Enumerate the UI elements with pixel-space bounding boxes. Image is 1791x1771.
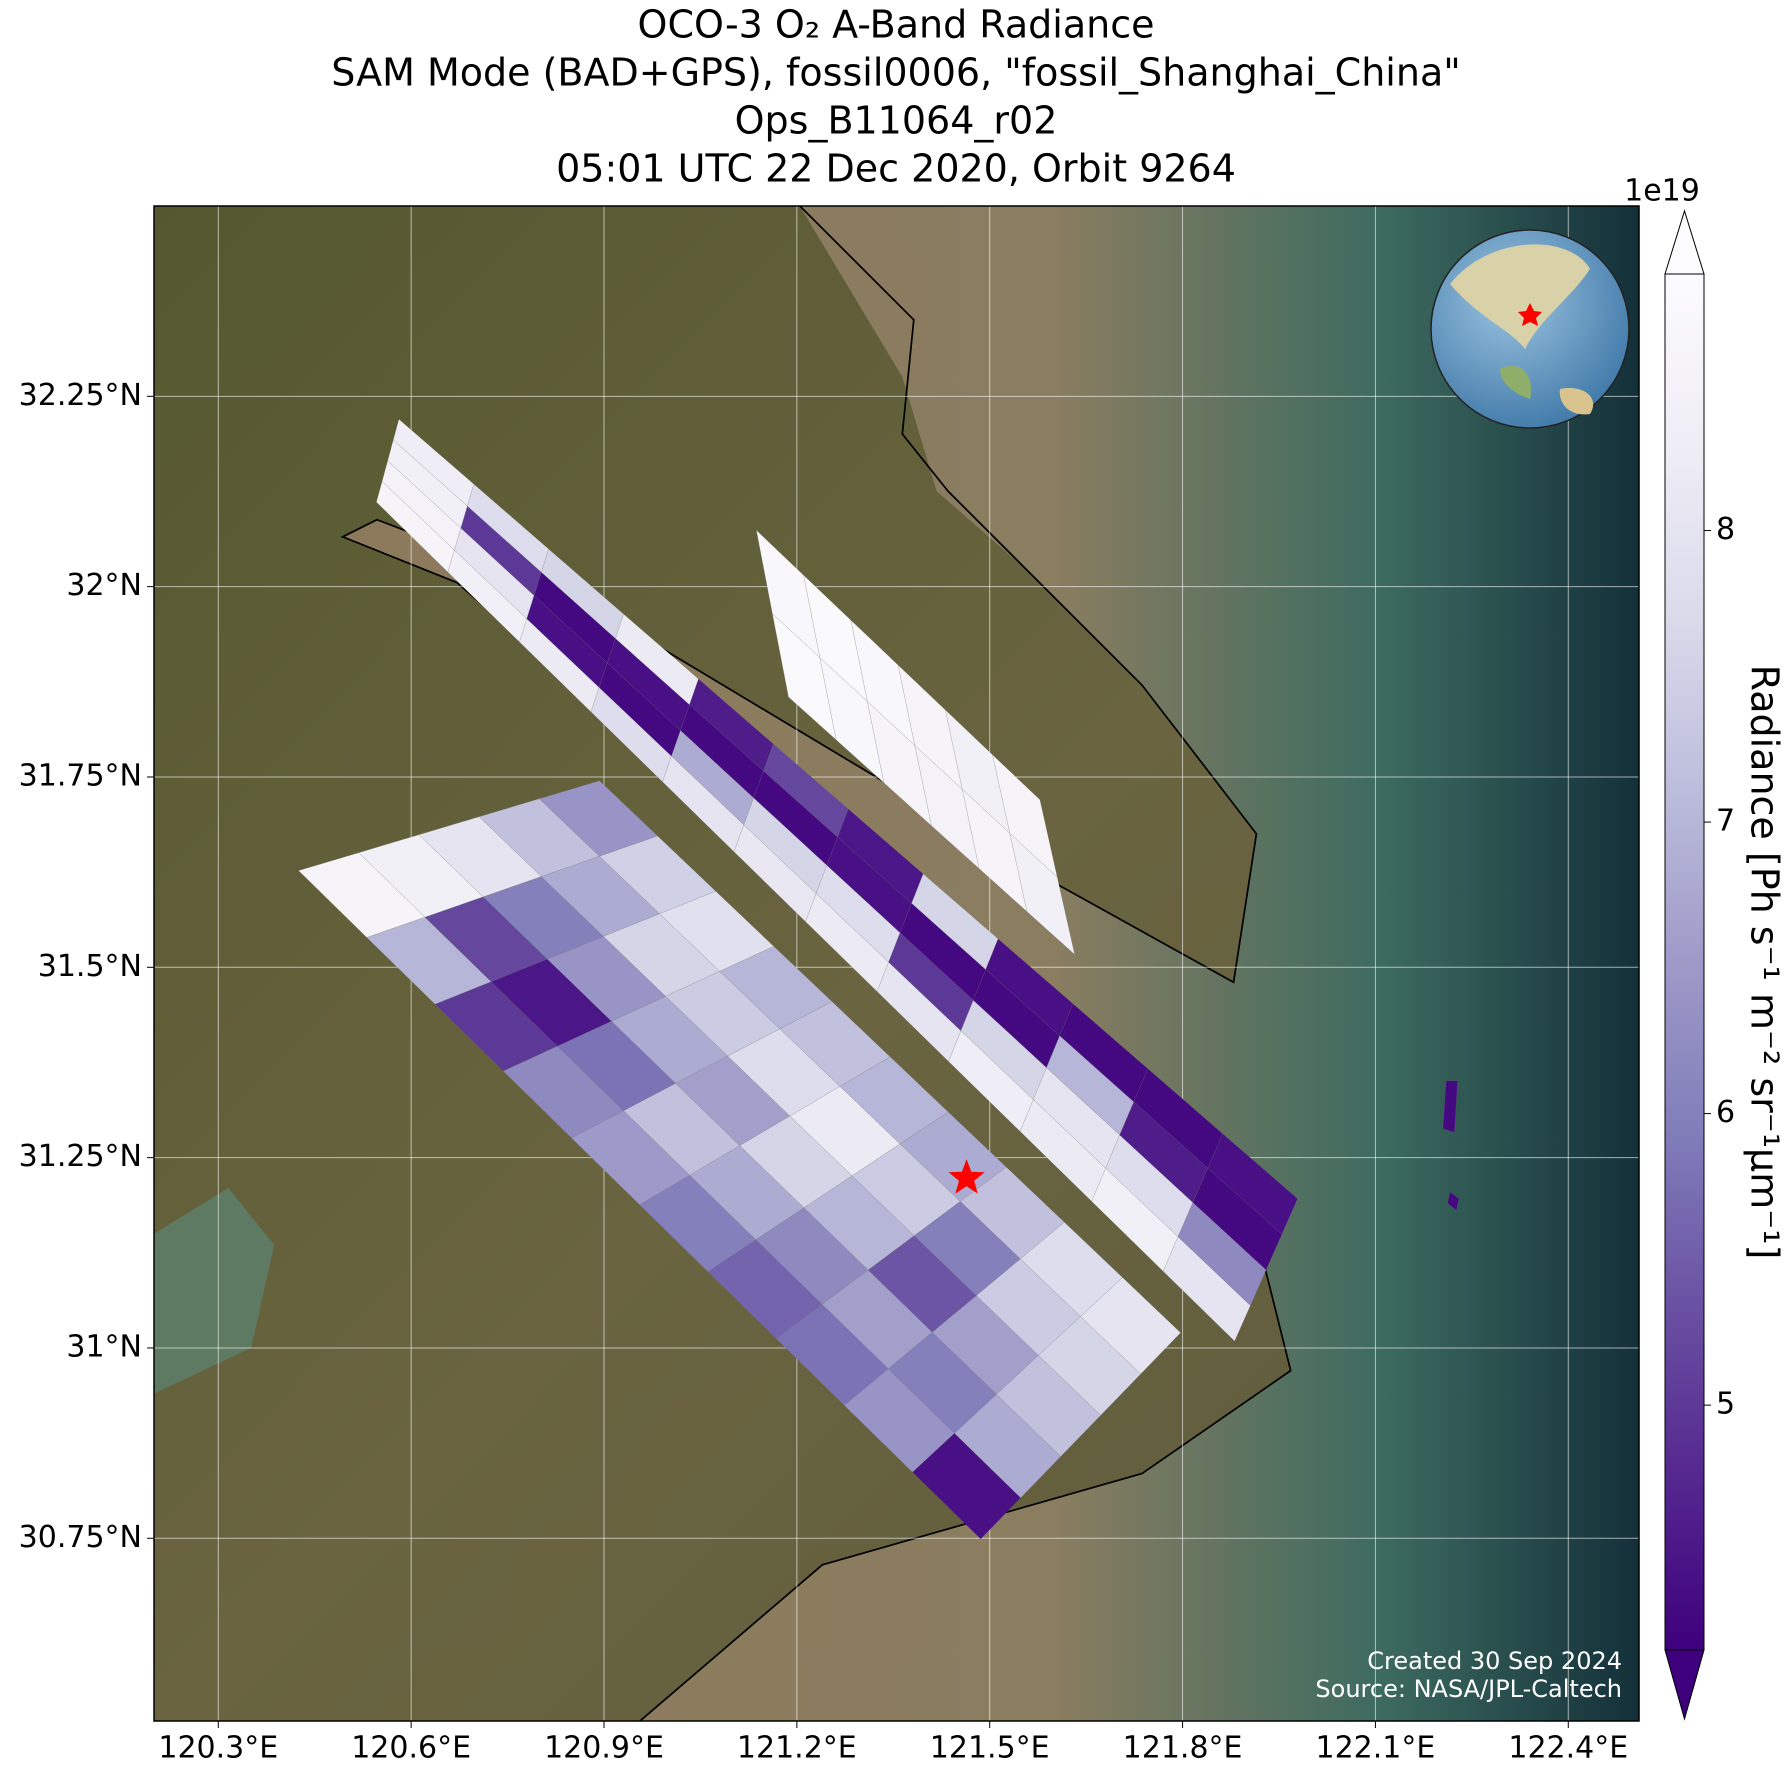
colorbar: 5 6 7 8 1e19 Radiance [Ph s⁻¹ m⁻² sr⁻¹μm⁻¹]	[1624, 174, 1787, 1721]
y-tick-label: 31.5°N	[38, 949, 142, 984]
globe-land	[1450, 244, 1590, 349]
x-tick-label: 120.3°E	[158, 1731, 278, 1766]
globe-inset	[1430, 229, 1630, 429]
y-tick-label: 32.25°N	[19, 378, 142, 413]
colorbar-body	[1665, 274, 1704, 1650]
y-tick-label: 31.25°N	[19, 1139, 142, 1174]
chart-title: SAM Mode (BAD+GPS), fossil0006, "fossil_…	[331, 51, 1460, 95]
swaths	[298, 418, 1460, 1540]
swath-cell	[992, 754, 1058, 878]
y-tick-label: 31°N	[66, 1329, 142, 1364]
chart-title: OCO-3 O₂ A-Band Radiance	[638, 3, 1155, 47]
swath-cell	[1447, 1191, 1460, 1211]
colorbar-tick-label: 7	[1716, 804, 1735, 839]
globe-site	[1518, 303, 1542, 326]
colorbar-label: Radiance [Ph s⁻¹ m⁻² sr⁻¹μm⁻¹]	[1743, 665, 1787, 1260]
x-tick-label: 122.4°E	[1508, 1731, 1628, 1766]
colorbar-extend	[1664, 209, 1705, 275]
x-tick-label: 121.8°E	[1123, 1731, 1243, 1766]
colorbar-frame	[1664, 273, 1705, 1651]
x-tick-label: 120.6°E	[351, 1731, 471, 1766]
globe-land	[1500, 365, 1531, 399]
colorbar-tick-label: 5	[1716, 1387, 1735, 1422]
credit: Source: NASA/JPL-Caltech	[1315, 1675, 1622, 1703]
chart-title: 05:01 UTC 22 Dec 2020, Orbit 9264	[556, 147, 1236, 191]
credit: Created 30 Sep 2024	[1367, 1647, 1622, 1675]
colorbar-extend	[1664, 1649, 1705, 1721]
x-tick-label: 122.1°E	[1316, 1731, 1436, 1766]
swath-cell	[1207, 1133, 1298, 1235]
colorbar-offset: 1e19	[1624, 174, 1700, 209]
lake	[154, 1187, 275, 1394]
y-tick-label: 31.75°N	[19, 758, 142, 793]
x-tick-label: 121.2°E	[737, 1731, 857, 1766]
site-marker	[948, 1159, 985, 1194]
swath-cell	[1442, 1080, 1458, 1133]
globe-land	[1559, 388, 1594, 415]
x-tick-label: 121.5°E	[930, 1731, 1050, 1766]
x-tick-label: 120.9°E	[544, 1731, 664, 1766]
swath-cell	[1080, 1277, 1181, 1375]
y-tick-label: 30.75°N	[19, 1520, 142, 1555]
colorbar-tick-label: 6	[1716, 1095, 1735, 1130]
y-tick-label: 32°N	[66, 568, 142, 603]
map-frame	[153, 205, 1640, 1722]
colorbar-tick-label: 8	[1716, 512, 1735, 547]
chart-title: Ops_B11064_r02	[735, 99, 1058, 143]
